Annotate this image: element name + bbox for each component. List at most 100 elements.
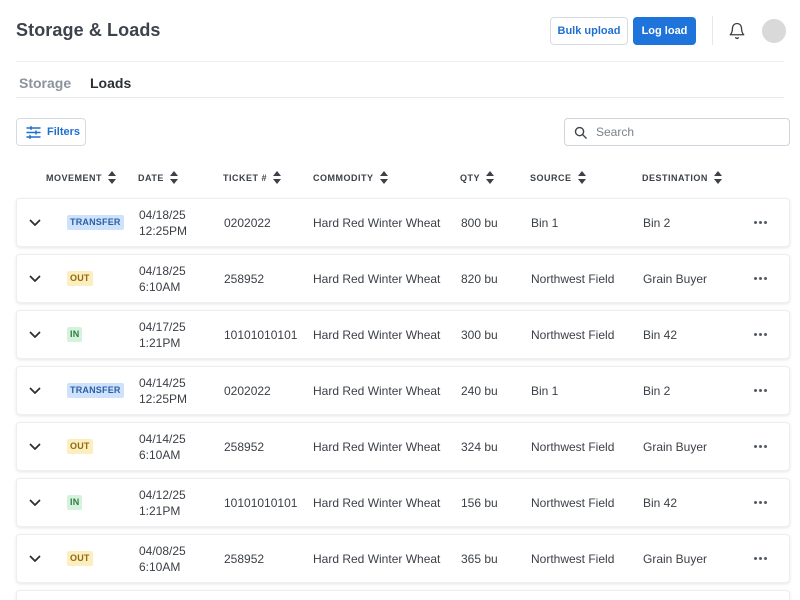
date-value: 04/14/25: [139, 375, 186, 390]
table-row[interactable]: OUT 04/08/25 6:10AM 258952 Hard Red Wint…: [16, 534, 790, 583]
qty-cell: 324 bu: [461, 439, 498, 454]
destination-cell: Bin 42: [643, 495, 678, 510]
source-cell: Northwest Field: [531, 495, 615, 510]
time-value: 12:25PM: [139, 223, 188, 238]
commodity-cell: Hard Red Winter Wheat: [313, 551, 441, 566]
date-value: 04/08/25: [139, 543, 186, 558]
date-value: 04/14/25: [139, 431, 186, 446]
column-header-label: SOURCE: [530, 172, 572, 183]
sort-icon: [108, 171, 117, 184]
column-header-commodity[interactable]: COMMODITY: [313, 171, 388, 184]
sort-icon: [273, 171, 282, 184]
more-horizontal-icon[interactable]: [754, 367, 774, 414]
movement-badge: IN: [67, 327, 83, 342]
destination-cell: Bin 2: [643, 215, 671, 230]
movement-badge: TRANSFER: [67, 215, 124, 230]
table-row[interactable]: OUT 04/18/25 6:10AM 258952 Hard Red Wint…: [16, 254, 790, 303]
sort-icon: [379, 171, 388, 184]
sort-icon: [169, 171, 178, 184]
column-header-label: DESTINATION: [642, 172, 708, 183]
bulk-upload-button[interactable]: Bulk upload: [550, 17, 628, 45]
qty-cell: 365 bu: [461, 551, 498, 566]
movement-badge: OUT: [67, 439, 93, 454]
commodity-cell: Hard Red Winter Wheat: [313, 271, 441, 286]
destination-cell: Bin 42: [643, 327, 678, 342]
time-value: 6:10AM: [139, 559, 181, 574]
commodity-cell: Hard Red Winter Wheat: [313, 383, 441, 398]
date-cell: 04/14/25 6:10AM: [139, 423, 186, 470]
movement-badge: TRANSFER: [67, 383, 124, 398]
destination-cell: Grain Buyer: [643, 439, 708, 454]
date-cell: 04/17/25 1:21PM: [139, 311, 186, 358]
commodity-cell: Hard Red Winter Wheat: [313, 495, 441, 510]
more-horizontal-icon[interactable]: [754, 423, 774, 470]
bell-icon[interactable]: [728, 22, 746, 40]
destination-cell: Bin 2: [643, 383, 671, 398]
time-value: 6:10AM: [139, 447, 181, 462]
column-header-date[interactable]: DATE: [138, 171, 178, 184]
chevron-down-icon[interactable]: [29, 311, 43, 358]
destination-cell: Grain Buyer: [643, 551, 708, 566]
source-cell: Bin 1: [531, 215, 559, 230]
tab-storage[interactable]: Storage: [19, 75, 72, 91]
time-value: 1:21PM: [139, 335, 181, 350]
column-header-destination[interactable]: DESTINATION: [642, 171, 722, 184]
table-row[interactable]: IN 04/17/25 1:21PM 10101010101 Hard Red …: [16, 310, 790, 359]
table-row-partial[interactable]: [16, 590, 790, 600]
date-value: 04/12/25: [139, 487, 186, 502]
avatar[interactable]: [762, 19, 786, 43]
filters-button[interactable]: Filters: [16, 118, 86, 146]
table-row[interactable]: TRANSFER 04/18/25 12:25PM 0202022 Hard R…: [16, 198, 790, 247]
search-input[interactable]: [596, 125, 776, 139]
table-row[interactable]: TRANSFER 04/14/25 12:25PM 0202022 Hard R…: [16, 366, 790, 415]
date-value: 04/18/25: [139, 207, 186, 222]
column-header-movement[interactable]: MOVEMENT: [46, 171, 117, 184]
chevron-down-icon[interactable]: [29, 479, 43, 526]
sort-icon: [486, 171, 495, 184]
column-header-ticket[interactable]: TICKET #: [223, 171, 282, 184]
more-horizontal-icon[interactable]: [754, 479, 774, 526]
qty-cell: 820 bu: [461, 271, 498, 286]
date-value: 04/17/25: [139, 319, 186, 334]
ticket-cell: 10101010101: [224, 495, 298, 510]
date-cell: 04/18/25 12:25PM: [139, 199, 187, 246]
more-horizontal-icon[interactable]: [754, 199, 774, 246]
table-row[interactable]: IN 04/12/25 1:21PM 10101010101 Hard Red …: [16, 478, 790, 527]
date-cell: 04/08/25 6:10AM: [139, 535, 186, 582]
chevron-down-icon[interactable]: [29, 199, 43, 246]
log-load-button[interactable]: Log load: [633, 17, 696, 45]
commodity-cell: Hard Red Winter Wheat: [313, 439, 441, 454]
search-icon: [574, 126, 587, 139]
column-header-source[interactable]: SOURCE: [530, 171, 586, 184]
qty-cell: 156 bu: [461, 495, 498, 510]
qty-cell: 240 bu: [461, 383, 498, 398]
chevron-down-icon[interactable]: [29, 535, 43, 582]
date-cell: 04/12/25 1:21PM: [139, 479, 186, 526]
movement-badge: OUT: [67, 271, 93, 286]
time-value: 12:25PM: [139, 391, 188, 406]
more-horizontal-icon[interactable]: [754, 535, 774, 582]
date-cell: 04/14/25 12:25PM: [139, 367, 187, 414]
table-row[interactable]: OUT 04/14/25 6:10AM 258952 Hard Red Wint…: [16, 422, 790, 471]
ticket-cell: 258952: [224, 439, 265, 454]
time-value: 6:10AM: [139, 279, 181, 294]
page-title: Storage & Loads: [16, 20, 161, 40]
source-cell: Bin 1: [531, 383, 559, 398]
sort-icon: [577, 171, 586, 184]
movement-badge: IN: [67, 495, 83, 510]
qty-cell: 300 bu: [461, 327, 498, 342]
more-horizontal-icon[interactable]: [754, 255, 774, 302]
ticket-cell: 258952: [224, 551, 265, 566]
chevron-down-icon[interactable]: [29, 367, 43, 414]
top-bar: Storage & Loads Bulk upload Log load: [16, 0, 786, 62]
table-header: MOVEMENT DATE TICKET # COMMODITY QTY SOU…: [16, 168, 790, 188]
column-header-qty[interactable]: QTY: [460, 171, 495, 184]
search-box[interactable]: [564, 118, 790, 146]
more-horizontal-icon[interactable]: [754, 311, 774, 358]
commodity-cell: Hard Red Winter Wheat: [313, 327, 441, 342]
tab-loads[interactable]: Loads: [90, 75, 132, 91]
chevron-down-icon[interactable]: [29, 255, 43, 302]
chevron-down-icon[interactable]: [29, 423, 43, 470]
header-divider: [712, 16, 713, 45]
column-header-label: COMMODITY: [313, 172, 374, 183]
